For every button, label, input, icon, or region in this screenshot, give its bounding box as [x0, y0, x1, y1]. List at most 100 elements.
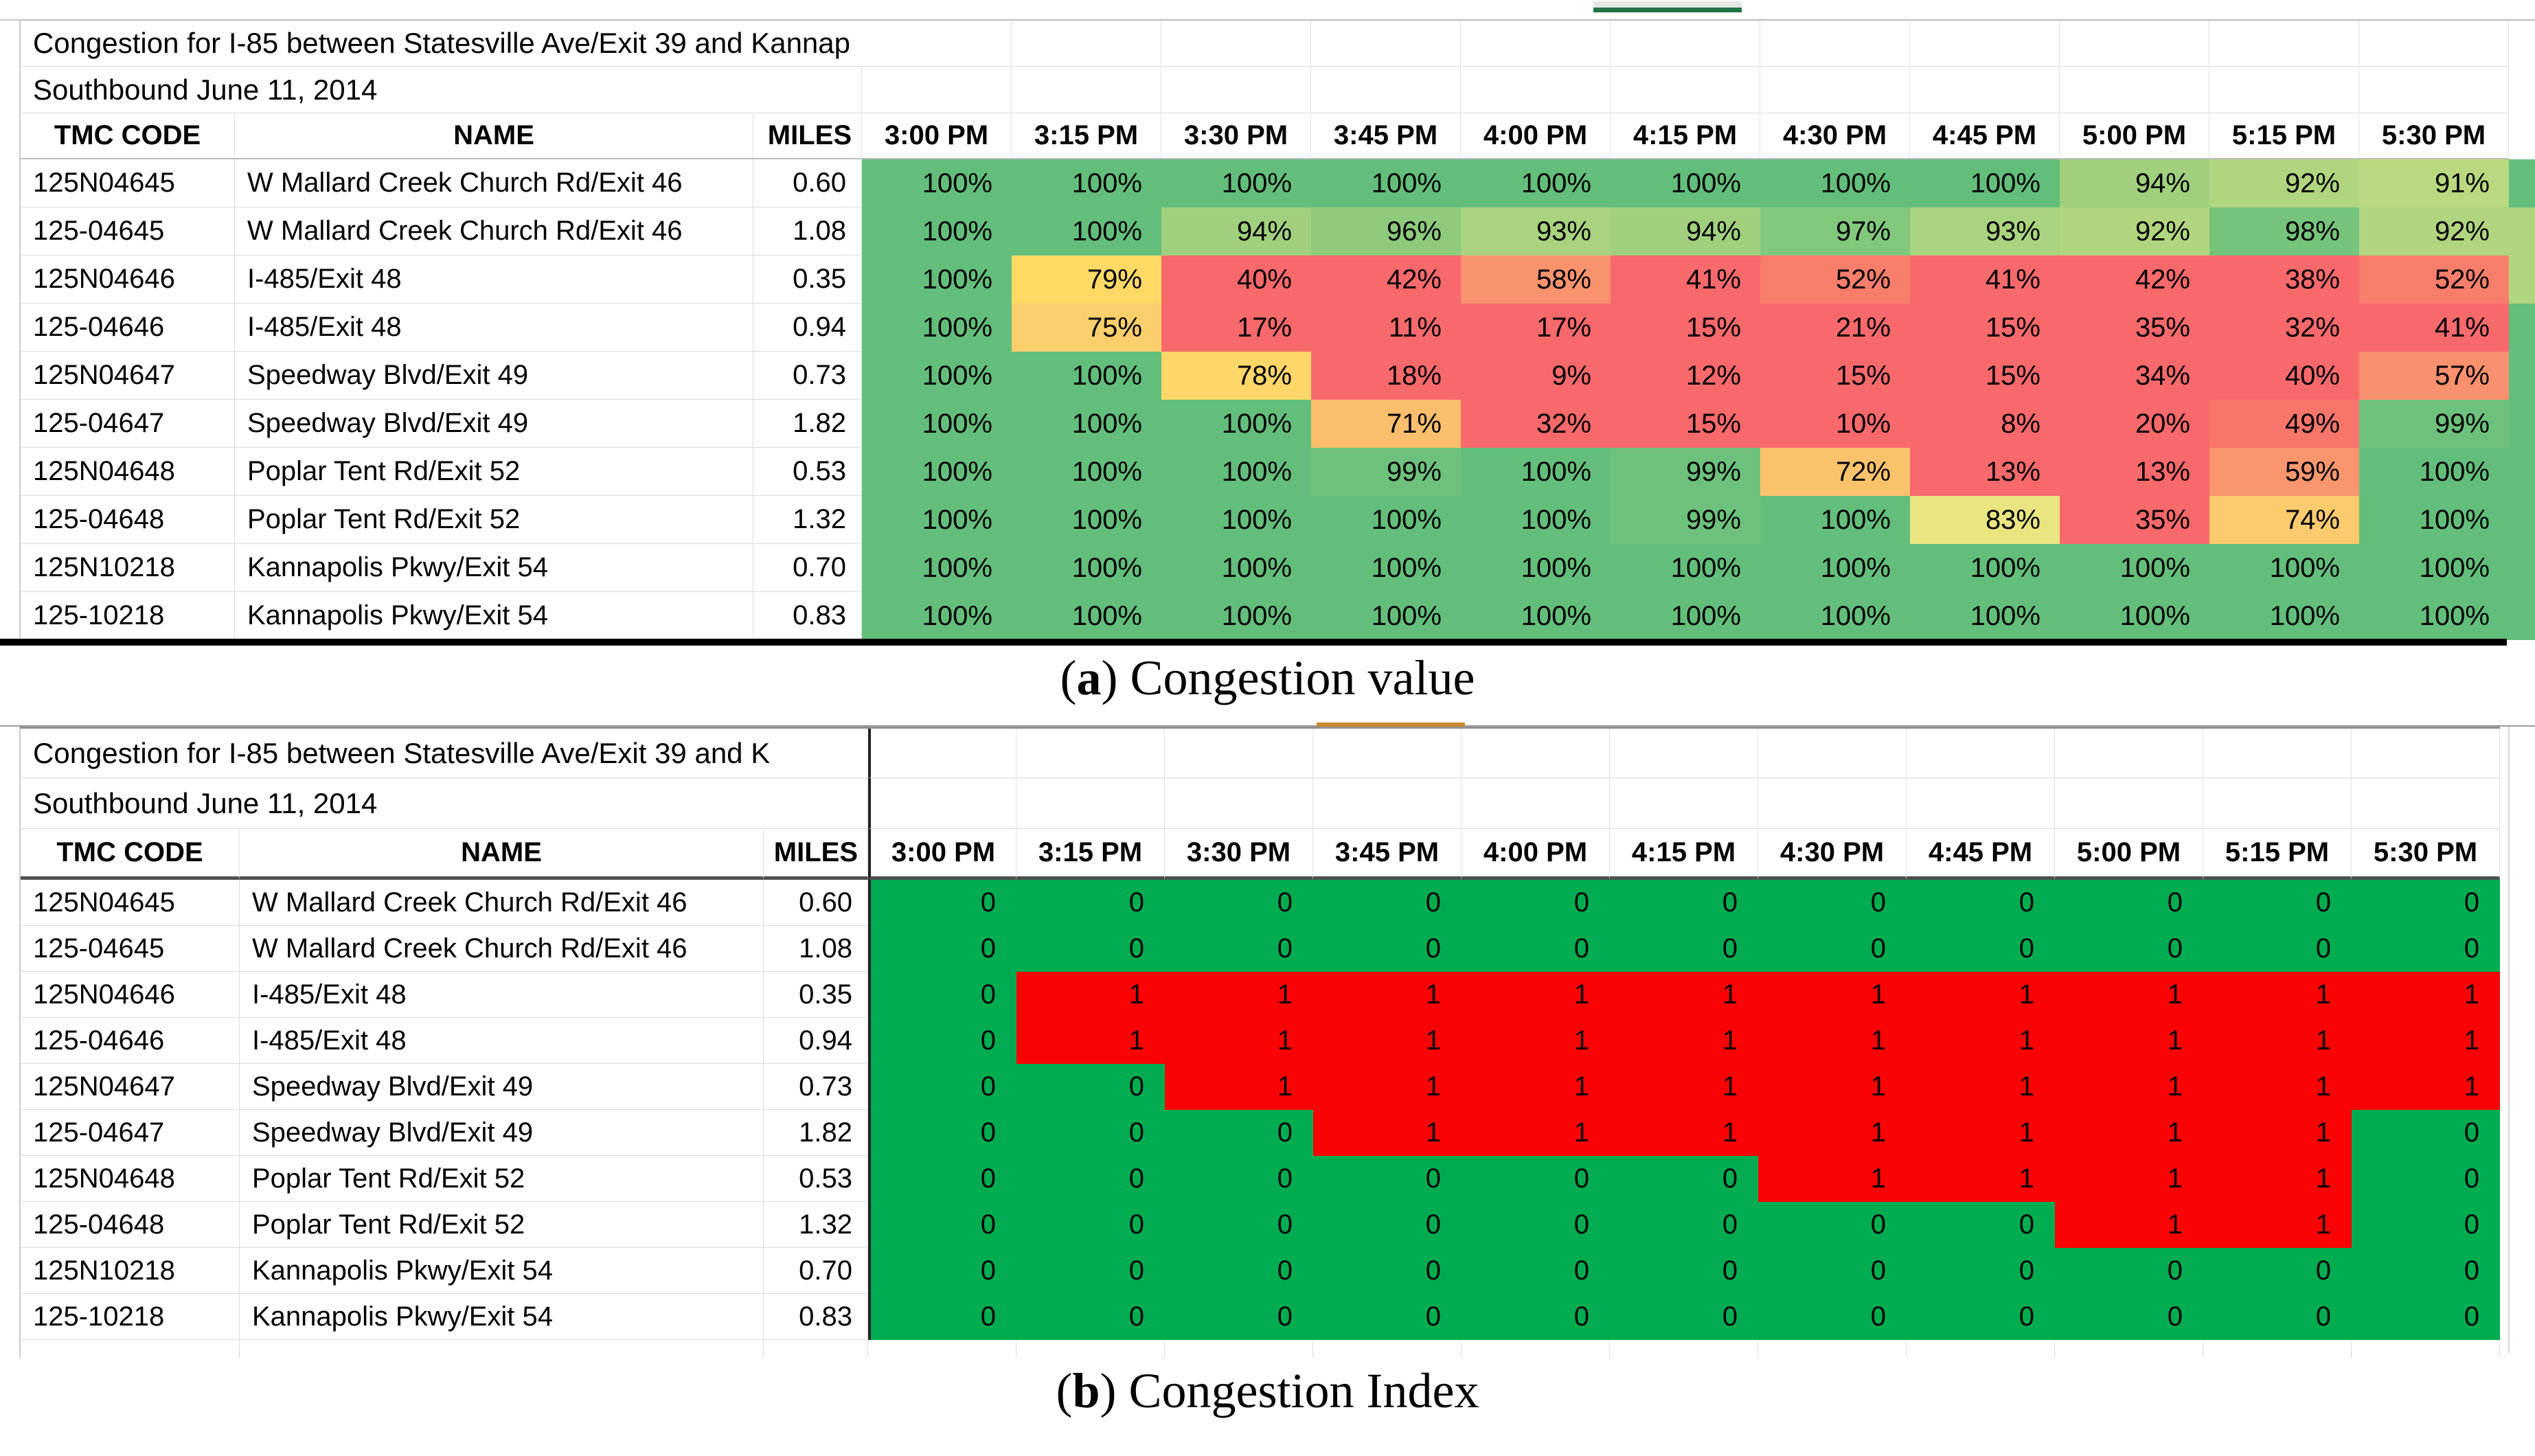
index-cell-r1c10: 0 — [2352, 926, 2500, 972]
index-header-time-1: 3:15 PM — [1016, 829, 1165, 880]
value-title-spacer-7 — [1910, 21, 2060, 67]
value-cell-r6c9: 59% — [2209, 448, 2359, 496]
value-cell-r0c2: 100% — [1161, 159, 1311, 207]
index-cell-r2c4: 1 — [1462, 972, 1610, 1018]
value-row-3-tmc: 125-04646 — [21, 304, 235, 352]
value-cell-r6c2: 100% — [1161, 448, 1311, 496]
value-cell-r2c2: 40% — [1161, 255, 1311, 304]
value-cell-r7c10: 100% — [2359, 496, 2509, 544]
value-cell-r3c2: 17% — [1161, 304, 1311, 352]
value-cell-r7c3: 100% — [1311, 496, 1461, 544]
value-cell-r7c7: 83% — [1910, 496, 2060, 544]
value-sub-spacer-6 — [1760, 67, 1910, 113]
index-cell-r0c1: 0 — [1016, 880, 1165, 926]
value-cell-r1c7: 93% — [1910, 207, 2060, 255]
index-cell-r4c6: 1 — [1758, 1064, 1907, 1110]
index-cell-r7c9: 1 — [2203, 1202, 2352, 1248]
index-header-time-2: 3:30 PM — [1165, 829, 1313, 880]
value-row-0-edge — [2509, 159, 2535, 207]
value-title-spacer-1 — [1012, 21, 1161, 67]
index-bottomrow-9 — [2203, 1340, 2352, 1358]
value-sheet-bottom-border — [0, 639, 2507, 646]
index-header-tmc-code: TMC CODE — [21, 829, 240, 880]
index-cell-r5c9: 1 — [2203, 1110, 2352, 1156]
index-cell-r8c1: 0 — [1016, 1248, 1165, 1294]
value-sub-spacer-miles — [753, 67, 862, 113]
index-cell-r0c8: 0 — [2055, 880, 2203, 926]
index-cell-r6c0: 0 — [868, 1156, 1016, 1202]
value-sub-spacer-1 — [1012, 67, 1161, 113]
index-cell-r1c3: 0 — [1313, 926, 1462, 972]
index-bottomrow-tmc — [21, 1340, 240, 1358]
value-row-2-edge — [2509, 255, 2535, 304]
gridline-index-top — [0, 725, 2535, 727]
index-row-3-name: I-485/Exit 48 — [240, 1018, 764, 1064]
value-cell-r9c9: 100% — [2209, 592, 2359, 640]
value-cell-r8c5: 100% — [1611, 544, 1760, 592]
value-row-6-edge — [2509, 448, 2535, 496]
index-cell-r2c9: 1 — [2203, 972, 2352, 1018]
index-bottomrow-4 — [1462, 1340, 1610, 1358]
index-cell-r9c2: 0 — [1165, 1294, 1313, 1340]
index-cell-r9c10: 0 — [2352, 1294, 2500, 1340]
index-sub-spacer-5 — [1610, 778, 1758, 829]
value-cell-r2c0: 100% — [862, 255, 1012, 304]
index-bottomrow-1 — [1016, 1340, 1165, 1358]
value-cell-r3c5: 15% — [1611, 304, 1760, 352]
value-cell-r4c4: 9% — [1461, 352, 1611, 400]
index-cell-r4c5: 1 — [1610, 1064, 1758, 1110]
value-cell-r2c8: 42% — [2060, 255, 2209, 304]
index-title-spacer-2 — [1165, 729, 1313, 778]
value-row-7-name: Poplar Tent Rd/Exit 52 — [235, 496, 753, 544]
index-cell-r0c10: 0 — [2352, 880, 2500, 926]
selection-fragment-green — [1593, 8, 1742, 12]
index-row-9-miles: 0.83 — [764, 1294, 868, 1340]
value-cell-r0c1: 100% — [1012, 159, 1161, 207]
value-cell-r3c3: 11% — [1311, 304, 1461, 352]
value-cell-r5c10: 99% — [2359, 400, 2509, 448]
value-cell-r2c7: 41% — [1910, 255, 2060, 304]
value-sub-spacer-3 — [1311, 67, 1461, 113]
value-cell-r0c7: 100% — [1910, 159, 2060, 207]
index-cell-r2c1: 1 — [1016, 972, 1165, 1018]
index-title-spacer-8 — [2055, 729, 2203, 778]
value-cell-r1c9: 98% — [2209, 207, 2359, 255]
index-cell-r8c4: 0 — [1462, 1248, 1610, 1294]
index-cell-r6c9: 1 — [2203, 1156, 2352, 1202]
value-row-7-tmc: 125-04648 — [21, 496, 235, 544]
index-cell-r0c7: 0 — [1907, 880, 2055, 926]
value-sheet-subtitle: Southbound June 11, 2014 — [21, 67, 753, 113]
value-cell-r3c0: 100% — [862, 304, 1012, 352]
index-cell-r3c4: 1 — [1462, 1018, 1610, 1064]
index-bottomrow-7 — [1907, 1340, 2055, 1358]
index-cell-r0c4: 0 — [1462, 880, 1610, 926]
value-cell-r4c9: 40% — [2209, 352, 2359, 400]
index-cell-r6c1: 0 — [1016, 1156, 1165, 1202]
value-row-2-miles: 0.35 — [753, 255, 862, 304]
value-cell-r9c8: 100% — [2060, 592, 2209, 640]
index-row-1-name: W Mallard Creek Church Rd/Exit 46 — [240, 926, 764, 972]
value-title-spacer-0 — [862, 21, 1012, 67]
value-cell-r5c8: 20% — [2060, 400, 2209, 448]
index-cell-r6c10: 0 — [2352, 1156, 2500, 1202]
index-row-3-tmc: 125-04646 — [21, 1018, 240, 1064]
index-cell-r6c2: 0 — [1165, 1156, 1313, 1202]
value-cell-r0c0: 100% — [862, 159, 1012, 207]
index-row-2-miles: 0.35 — [764, 972, 868, 1018]
index-title-spacer-1 — [1016, 729, 1165, 778]
value-cell-r4c7: 15% — [1910, 352, 2060, 400]
index-sub-spacer-2 — [1165, 778, 1313, 829]
value-cell-r6c8: 13% — [2060, 448, 2209, 496]
index-cell-r3c6: 1 — [1758, 1018, 1907, 1064]
index-row-4-tmc: 125N04647 — [21, 1064, 240, 1110]
index-header-time-9: 5:15 PM — [2203, 829, 2352, 880]
value-row-7-miles: 1.32 — [753, 496, 862, 544]
value-row-6-miles: 0.53 — [753, 448, 862, 496]
index-cell-r7c3: 0 — [1313, 1202, 1462, 1248]
value-cell-r8c2: 100% — [1161, 544, 1311, 592]
value-header-time-3: 3:45 PM — [1311, 113, 1461, 159]
value-title-spacer-9 — [2209, 21, 2359, 67]
value-cell-r8c1: 100% — [1012, 544, 1161, 592]
value-cell-r3c9: 32% — [2209, 304, 2359, 352]
index-title-spacer-10 — [2352, 729, 2500, 778]
